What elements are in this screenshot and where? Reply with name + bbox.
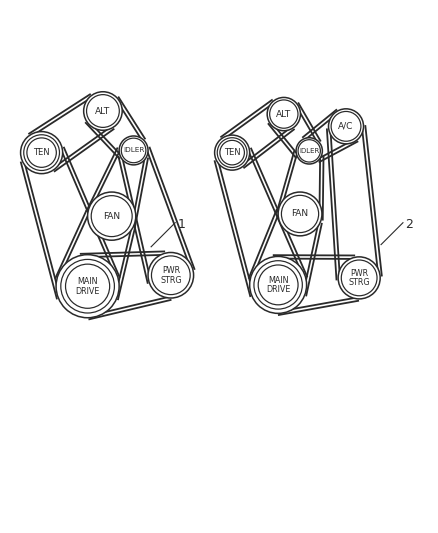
Text: TEN: TEN	[224, 148, 240, 157]
Circle shape	[267, 98, 300, 131]
Circle shape	[338, 257, 380, 299]
Text: FAN: FAN	[291, 209, 309, 219]
Circle shape	[148, 253, 194, 298]
Text: ALT: ALT	[276, 110, 291, 118]
Circle shape	[250, 256, 307, 313]
Circle shape	[278, 192, 322, 236]
Text: PWR
STRG: PWR STRG	[348, 269, 370, 287]
Circle shape	[328, 109, 364, 144]
Text: TEN: TEN	[33, 148, 50, 157]
Circle shape	[56, 255, 119, 318]
Text: PWR
STRG: PWR STRG	[160, 266, 182, 285]
Circle shape	[119, 136, 148, 165]
Text: IDLER: IDLER	[123, 148, 144, 154]
Circle shape	[215, 135, 250, 170]
Circle shape	[84, 92, 122, 130]
Circle shape	[21, 132, 63, 174]
Text: MAIN
DRIVE: MAIN DRIVE	[266, 276, 290, 294]
Text: A/C: A/C	[338, 122, 354, 131]
Text: MAIN
DRIVE: MAIN DRIVE	[75, 277, 100, 296]
Text: FAN: FAN	[103, 212, 120, 221]
Circle shape	[88, 192, 136, 240]
Circle shape	[296, 138, 322, 164]
Text: 1: 1	[178, 219, 186, 231]
Text: IDLER: IDLER	[299, 148, 319, 154]
Text: ALT: ALT	[95, 107, 110, 116]
Text: 2: 2	[406, 219, 413, 231]
